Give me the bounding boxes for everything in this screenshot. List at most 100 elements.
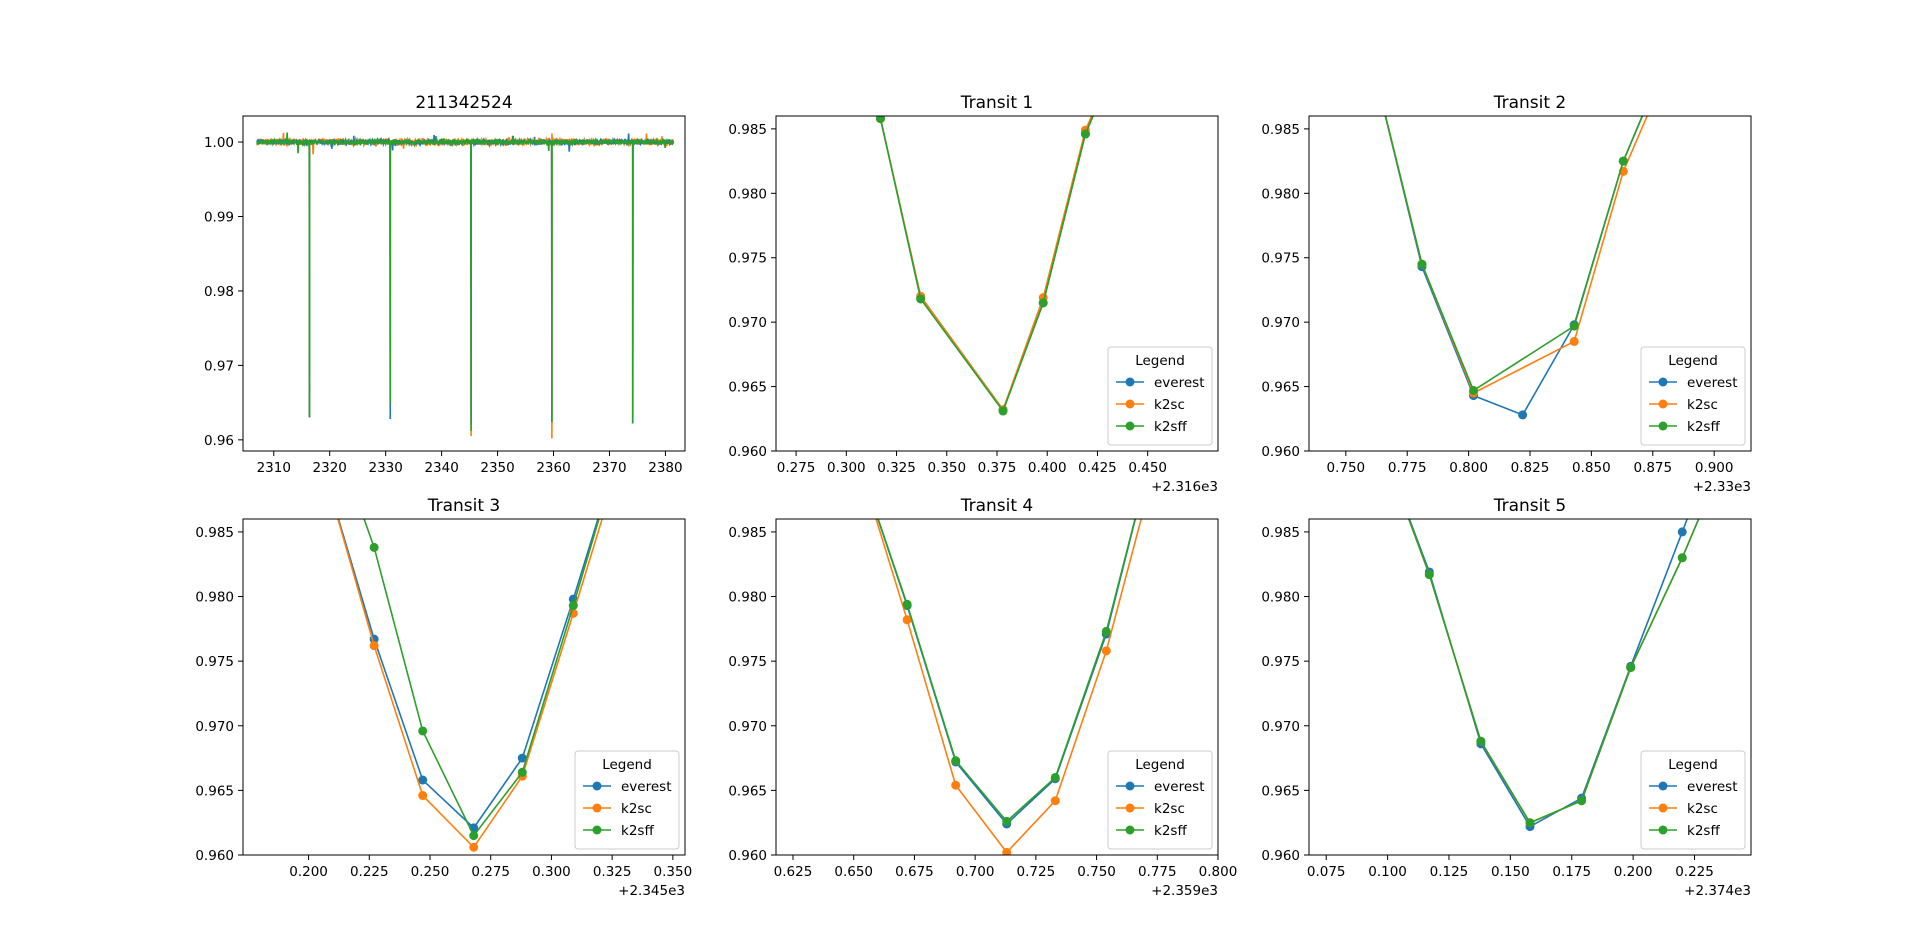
y-tick-label: 0.975 (195, 654, 234, 670)
x-offset-label: +2.345e3 (618, 883, 685, 899)
x-tick-label: 0.700 (956, 864, 995, 880)
subplot-1: 211342524 2310 2320 2330 2340 2350 2360 2370 238… (204, 93, 686, 476)
data-point-k2sc (951, 780, 961, 790)
legend-label-k2sc: k2sc (1154, 397, 1185, 413)
subplot-3: Transit 2 0.750 0.775 0.800 0.825 0.850 0.875 0… (1261, 93, 1752, 495)
legend-marker-k2sc (592, 803, 602, 813)
y-tick-label: 0.985 (728, 122, 767, 138)
data-point-k2sff (469, 831, 479, 841)
axes-frame (1308, 518, 1752, 856)
x-tick-label: 2310 (257, 460, 291, 476)
subplot-title: Transit 4 (960, 496, 1034, 516)
x-tick-label: 0.400 (1028, 460, 1067, 476)
x-tick-label: 2360 (536, 460, 570, 476)
x-offset-label: +2.374e3 (1684, 883, 1751, 899)
x-tick-label: 0.775 (1138, 864, 1177, 880)
y-tick-label: 0.980 (728, 186, 767, 202)
legend-label-everest: everest (1154, 779, 1205, 795)
legend-title: Legend (1135, 353, 1185, 369)
series-line-k2sff (256, 132, 675, 431)
subplot-title: Transit 2 (1493, 93, 1567, 113)
y-tick-label: 0.980 (1261, 590, 1300, 606)
legend-marker-k2sff (592, 825, 602, 835)
legend: Legend everest k2sc k2sff (1107, 750, 1213, 850)
plot-area (1407, 519, 1700, 832)
data-point-k2sff (916, 294, 926, 304)
y-tick-label: 0.960 (728, 444, 767, 460)
legend-frame (1107, 346, 1213, 446)
x-tick-label: 0.875 (1633, 460, 1672, 476)
legend-marker-k2sc (1658, 803, 1668, 813)
legend-label-everest: everest (1154, 375, 1205, 391)
x-tick-label: 0.750 (1077, 864, 1116, 880)
subplot-title: Transit 5 (1493, 496, 1567, 516)
y-tick-label: 0.97 (204, 358, 234, 374)
y-tick-label: 0.970 (728, 315, 767, 331)
x-tick-label: 0.800 (1199, 864, 1238, 880)
x-tick-label: 0.800 (1449, 460, 1488, 476)
data-point-k2sff (875, 116, 885, 124)
y-tick-label: 0.965 (1261, 380, 1300, 396)
x-tick-label: 0.775 (1388, 460, 1427, 476)
legend-marker-k2sff (1125, 421, 1135, 431)
x-tick-label: 0.825 (1511, 460, 1550, 476)
y-tick-label: 0.960 (195, 848, 234, 864)
legend-label-k2sff: k2sff (1154, 419, 1187, 435)
x-tick-label: 0.275 (777, 460, 816, 476)
subplot-title: 211342524 (415, 93, 512, 113)
x-offset-label: +2.359e3 (1151, 883, 1218, 899)
x-tick-label: 2320 (313, 460, 347, 476)
x-tick-label: 0.350 (654, 864, 693, 880)
series-line-k2sff (1407, 519, 1700, 824)
y-tick-label: 0.970 (1261, 719, 1300, 735)
x-tick-label: 0.275 (471, 864, 510, 880)
y-tick-label: 0.985 (728, 525, 767, 541)
legend-frame (574, 750, 680, 850)
plot-area (1384, 116, 1649, 420)
axes-frame (775, 518, 1219, 856)
legend: Legend everest k2sc k2sff (574, 750, 680, 850)
x-tick-label: 0.850 (1572, 460, 1611, 476)
axes-frame (1308, 115, 1752, 452)
x-tick-label: 2350 (480, 460, 514, 476)
legend-frame (1640, 346, 1746, 446)
data-point-k2sff (1677, 553, 1687, 563)
x-tick-label: 0.325 (877, 460, 916, 476)
legend-label-k2sff: k2sff (1154, 823, 1187, 839)
subplot-title: Transit 3 (427, 496, 501, 516)
x-tick-label: 2330 (368, 460, 402, 476)
data-point-k2sff (902, 599, 912, 609)
legend-label-k2sff: k2sff (1687, 419, 1720, 435)
subplot-grid: 211342524 2310 2320 2330 2340 2350 2360 2370 238… (195, 93, 1752, 899)
legend-label-k2sc: k2sc (1687, 801, 1718, 817)
y-tick-label: 0.975 (1261, 654, 1300, 670)
subplot-title: Transit 1 (960, 93, 1034, 113)
legend-label-k2sc: k2sc (621, 801, 652, 817)
y-tick-label: 0.965 (195, 783, 234, 799)
x-tick-label: 0.300 (532, 864, 571, 880)
data-point-k2sc (1569, 336, 1579, 346)
x-tick-label: 0.125 (1430, 864, 1469, 880)
axes-frame (242, 115, 686, 452)
x-tick-label: 0.200 (289, 864, 328, 880)
data-point-k2sff (369, 542, 379, 552)
legend-marker-k2sc (1125, 399, 1135, 409)
x-tick-label: 0.175 (1552, 864, 1591, 880)
y-tick-label: 0.980 (728, 590, 767, 606)
legend-label-k2sc: k2sc (1154, 801, 1185, 817)
subplot-2: Transit 1 0.275 0.300 0.325 0.350 0.375 0.400 0… (728, 93, 1219, 495)
y-tick-label: 0.985 (1261, 122, 1300, 138)
y-tick-label: 0.965 (728, 380, 767, 396)
subplot-4: Transit 3 0.200 0.225 0.250 0.275 0.300 0.325 0… (195, 496, 693, 899)
x-tick-label: 0.425 (1078, 460, 1117, 476)
data-point-k2sff (1038, 298, 1048, 308)
legend-label-k2sff: k2sff (621, 823, 654, 839)
y-tick-label: 0.985 (195, 525, 234, 541)
data-point-everest (1518, 410, 1528, 420)
data-point-k2sc (418, 791, 428, 801)
data-point-k2sff (568, 601, 578, 611)
legend-label-k2sff: k2sff (1687, 823, 1720, 839)
y-tick-label: 0.98 (204, 284, 234, 300)
legend-marker-everest (1658, 377, 1668, 387)
x-tick-label: 2370 (592, 460, 626, 476)
